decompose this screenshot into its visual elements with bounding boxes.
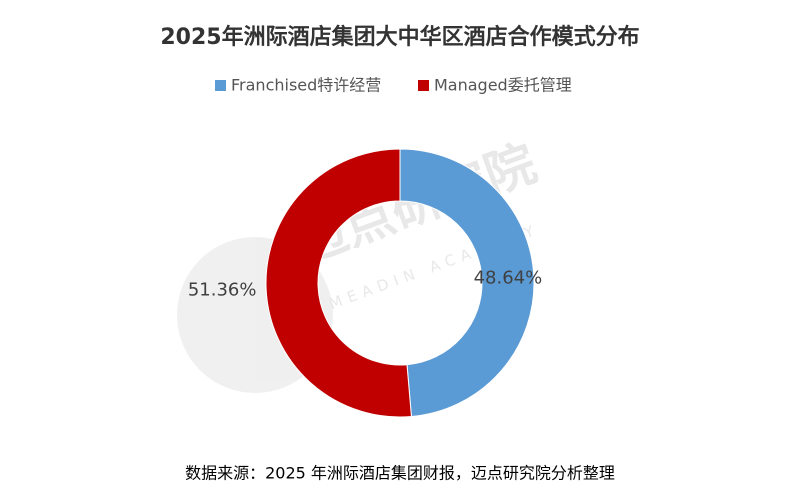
donut-slice	[265, 148, 412, 418]
legend-swatch	[418, 80, 429, 91]
donut-slice	[399, 148, 535, 418]
data-label: 48.64%	[474, 267, 543, 288]
data-label: 51.36%	[188, 280, 257, 301]
legend-label: Franchised特许经营	[231, 76, 381, 95]
legend-swatch	[215, 80, 226, 91]
chart-title: 2025年洲际酒店集团大中华区酒店合作模式分布	[160, 24, 639, 50]
source-note: 数据来源：2025 年洲际酒店集团财报，迈点研究院分析整理	[185, 464, 615, 483]
legend-label: Managed委托管理	[434, 76, 572, 95]
